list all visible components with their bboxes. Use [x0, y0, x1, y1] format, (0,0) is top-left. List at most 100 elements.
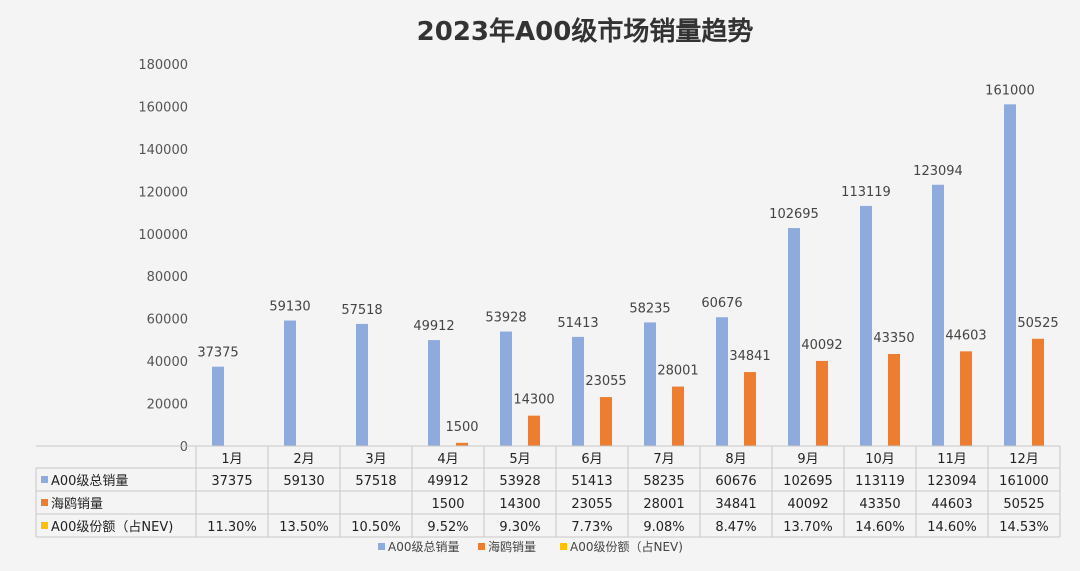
x-tick-label: 6月 — [581, 452, 602, 467]
bar-total-sales — [1004, 104, 1016, 447]
bar-seagull-sales — [456, 442, 468, 446]
bar-total-sales — [716, 317, 728, 446]
chart-title: 2023年A00级市场销量趋势 — [417, 16, 754, 47]
table-cell: 60676 — [715, 474, 756, 489]
x-tick-label: 2月 — [293, 452, 314, 467]
table-row-header: A00级总销量 — [51, 474, 128, 489]
bar-seagull-sales — [1032, 338, 1044, 446]
table-cell: 161000 — [999, 474, 1049, 489]
y-tick-label: 180000 — [138, 58, 188, 73]
bar-seagull-sales — [600, 397, 612, 446]
table-cell: 44603 — [931, 497, 972, 512]
table-cell: 10.50% — [351, 520, 401, 535]
table-cell: 14.53% — [999, 520, 1049, 535]
table-cell: 14300 — [499, 497, 540, 512]
bar-total-sales — [860, 205, 872, 446]
table-cell: 23055 — [571, 497, 612, 512]
data-label-total-sales: 37375 — [197, 346, 238, 361]
data-label-seagull-sales: 43350 — [873, 331, 914, 346]
data-labels: 37375 59130 57518 49912 1500 53928 14300 51413 2… — [197, 83, 1058, 434]
table-cell: 11.30% — [207, 520, 257, 535]
bar-seagull-sales — [672, 386, 684, 446]
data-table: 1月 2月 3月 4月 5月 6月 7月 8月 9月 10月 11月 12月 A00级总销量 37375 5… — [35, 445, 1061, 538]
bar-total-sales — [428, 340, 440, 446]
legend-key — [478, 543, 485, 550]
table-cell: 57518 — [355, 474, 396, 489]
legend-key — [560, 543, 567, 550]
table-cell: 14.60% — [855, 520, 905, 535]
y-tick-label: 80000 — [147, 270, 188, 285]
y-axis: 0 20000 40000 60000 80000 100000 120000 140000 1… — [138, 58, 188, 455]
table-cell: 50525 — [1003, 497, 1044, 512]
y-tick-label: 20000 — [147, 398, 188, 413]
table-cell: 1500 — [431, 497, 464, 512]
bar-seagull-sales — [888, 354, 900, 446]
legend-label: A00级份额（占NEV) — [570, 539, 683, 554]
bar-total-sales — [788, 228, 800, 446]
data-label-total-sales: 49912 — [413, 319, 454, 334]
x-tick-label: 11月 — [937, 452, 967, 467]
table-cell: 43350 — [859, 497, 900, 512]
bar-seagull-sales — [744, 372, 756, 446]
x-tick-label: 12月 — [1009, 452, 1039, 467]
table-cell: 13.70% — [783, 520, 833, 535]
data-label-total-sales: 60676 — [701, 296, 742, 311]
x-tick-label: 1月 — [221, 452, 242, 467]
table-cell: 49912 — [427, 474, 468, 489]
y-tick-label: 0 — [180, 440, 188, 455]
table-cell: 8.47% — [715, 520, 756, 535]
table-cell: 59130 — [283, 474, 324, 489]
data-label-seagull-sales: 40092 — [801, 338, 842, 353]
y-tick-label: 140000 — [138, 143, 188, 158]
table-row-key — [41, 499, 48, 506]
data-label-seagull-sales: 28001 — [657, 364, 698, 379]
bars — [196, 104, 1060, 447]
legend-label: A00级总销量 — [388, 540, 459, 554]
table-row-header: 海鸥销量 — [51, 496, 103, 512]
table-cell: 40092 — [787, 497, 828, 512]
bar-total-sales — [356, 323, 368, 446]
bar-total-sales — [212, 366, 224, 446]
table-cell: 28001 — [643, 497, 684, 512]
data-label-total-sales: 161000 — [985, 83, 1035, 98]
table-row-header: A00级份额（占NEV) — [51, 520, 173, 535]
data-label-total-sales: 113119 — [841, 185, 891, 200]
legend-label: 海鸥销量 — [488, 539, 536, 554]
data-label-total-sales: 57518 — [341, 303, 382, 318]
data-label-total-sales: 102695 — [769, 207, 819, 222]
table-cell: 123094 — [927, 474, 977, 489]
table-cell: 13.50% — [279, 520, 329, 535]
table-row-key — [41, 476, 48, 483]
table-cell: 102695 — [783, 474, 833, 489]
data-label-seagull-sales: 34841 — [729, 349, 770, 364]
y-tick-label: 40000 — [147, 355, 188, 370]
data-label-total-sales: 59130 — [269, 300, 310, 315]
table-cell: 51413 — [571, 474, 612, 489]
data-label-total-sales: 53928 — [485, 311, 526, 326]
bar-seagull-sales — [528, 415, 540, 446]
table-cell: 9.52% — [427, 520, 468, 535]
bar-seagull-sales — [960, 351, 972, 446]
data-label-seagull-sales: 50525 — [1017, 316, 1058, 331]
y-tick-label: 120000 — [138, 185, 188, 200]
bar-total-sales — [284, 320, 296, 446]
legend-key — [378, 543, 385, 550]
data-label-total-sales: 51413 — [557, 316, 598, 331]
y-tick-label: 100000 — [138, 228, 188, 243]
table-row-key — [41, 522, 48, 529]
data-label-seagull-sales: 14300 — [513, 393, 554, 408]
data-label-seagull-sales: 23055 — [585, 374, 626, 389]
bar-total-sales — [932, 184, 944, 446]
bar-seagull-sales — [816, 360, 828, 446]
x-tick-label: 7月 — [653, 452, 674, 467]
x-tick-label: 3月 — [365, 452, 386, 467]
data-label-seagull-sales: 1500 — [445, 420, 478, 435]
bar-total-sales — [644, 322, 656, 446]
x-tick-label: 5月 — [509, 452, 530, 467]
x-tick-label: 4月 — [437, 452, 458, 467]
x-tick-label: 8月 — [725, 452, 746, 467]
table-cell: 9.30% — [499, 520, 540, 535]
x-tick-label: 10月 — [865, 452, 895, 467]
y-tick-label: 160000 — [138, 100, 188, 115]
